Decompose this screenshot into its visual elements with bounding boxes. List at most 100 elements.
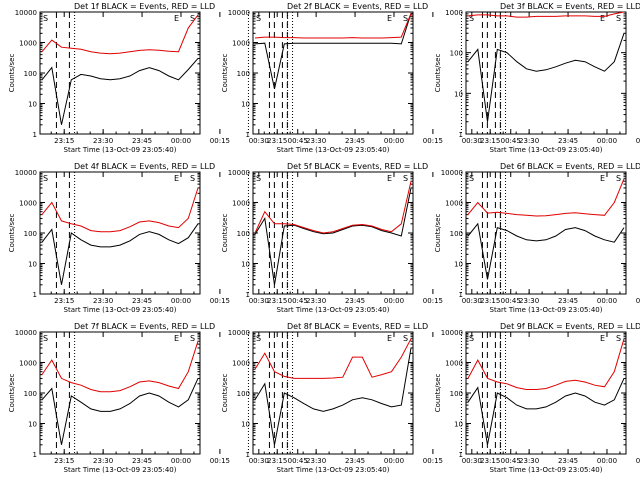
- plot-frame: [39, 11, 201, 135]
- y-tick-label: 10: [454, 421, 463, 429]
- corner-label: S: [469, 334, 474, 343]
- corner-label: S: [190, 174, 195, 183]
- lld-series-line: [467, 11, 625, 18]
- y-tick-label: 10: [454, 90, 463, 98]
- y-tick-label: 1: [459, 451, 463, 459]
- corner-label: S: [403, 14, 408, 23]
- y-tick-label: 10: [241, 101, 250, 109]
- y-tick-label: 1: [459, 291, 463, 299]
- y-axis-label: Counts/sec: [221, 214, 229, 253]
- x-tick-label: 23:45: [345, 137, 365, 145]
- detector-plot: Det 4f BLACK = Events, RED = LLD11010010…: [8, 162, 308, 314]
- y-tick-label: 1: [33, 131, 37, 139]
- x-axis-label: Start Time (13-Oct-09 23:05:40): [490, 466, 603, 474]
- events-series-line: [467, 378, 625, 445]
- detector-plot: Det 9f BLACK = Events, RED = LLD 1 10 100 10…: [434, 322, 640, 474]
- lld-series-line: [467, 178, 625, 217]
- x-tick-label: 00:30: [462, 297, 482, 305]
- y-tick-label: 10000: [15, 169, 37, 177]
- x-tick-label: 00:15: [636, 137, 640, 145]
- y-tick-label: 1000: [19, 360, 37, 368]
- y-tick-label: 100: [450, 230, 463, 238]
- corner-label: S: [256, 334, 261, 343]
- lld-series-line: [254, 13, 412, 39]
- y-axis-label: Counts/sec: [221, 54, 229, 93]
- y-tick-label: 1000: [445, 9, 463, 17]
- y-tick-label: 10: [454, 261, 463, 269]
- corner-label: S: [190, 14, 195, 23]
- plot-title: Det 6f BLACK = Events, RED = LLD: [500, 162, 640, 171]
- corner-label: E: [600, 14, 605, 23]
- x-tick-label: 00:45: [501, 137, 521, 145]
- y-axis-label: Counts/sec: [434, 374, 442, 413]
- y-tick-label: 10: [241, 261, 250, 269]
- corner-label: E: [600, 174, 605, 183]
- x-tick-label: 23:45: [345, 297, 365, 305]
- x-tick-label: 23:45: [558, 137, 578, 145]
- y-tick-label: 100: [450, 50, 463, 58]
- x-tick-label: 23:15: [267, 297, 287, 305]
- plot-title: Det 9f BLACK = Events, RED = LLD: [500, 322, 640, 331]
- x-tick-label: 00:45: [288, 137, 308, 145]
- corner-label: S: [469, 174, 474, 183]
- x-tick-label: 23:15: [267, 137, 287, 145]
- x-axis-label: Start Time (13-Oct-09 23:05:40): [64, 306, 177, 314]
- corner-label: S: [616, 334, 621, 343]
- x-tick-label: 23:45: [132, 137, 152, 145]
- x-axis-label: Start Time (13-Oct-09 23:05:40): [64, 466, 177, 474]
- y-axis-label: Counts/sec: [8, 214, 16, 253]
- corner-label: E: [174, 174, 179, 183]
- plot-frame: [39, 331, 201, 455]
- x-tick-label: 00:00: [171, 137, 191, 145]
- y-tick-label: 10000: [15, 329, 37, 337]
- x-tick-label: 23:45: [345, 457, 365, 465]
- y-tick-label: 1000: [232, 200, 250, 208]
- x-axis-label: Start Time (13-Oct-09 23:05:40): [64, 146, 177, 154]
- x-tick-label: 00:00: [597, 297, 617, 305]
- y-tick-label: 100: [237, 230, 250, 238]
- x-tick-label: 00:30: [249, 297, 269, 305]
- x-tick-label: 00:15: [636, 457, 640, 465]
- y-tick-label: 1: [33, 291, 37, 299]
- detector-plot: Det 1f BLACK = Events, RED = LLD11010010…: [8, 2, 308, 154]
- corner-label: S: [469, 14, 474, 23]
- x-tick-label: 00:30: [249, 457, 269, 465]
- corner-label: E: [387, 14, 392, 23]
- x-tick-label: 00:45: [288, 457, 308, 465]
- detector-plot: Det 8f BLACK = Events, RED = LLD11010010…: [221, 322, 521, 474]
- x-tick-label: 00:00: [171, 297, 191, 305]
- corner-label: E: [174, 14, 179, 23]
- x-tick-label: 00:15: [423, 457, 443, 465]
- x-tick-label: 00:00: [384, 137, 404, 145]
- y-tick-label: 1: [246, 131, 250, 139]
- plot-frame: [465, 331, 627, 455]
- corner-label: E: [387, 334, 392, 343]
- corner-label: S: [190, 334, 195, 343]
- y-tick-label: 10000: [441, 329, 463, 337]
- detector-plot: Det 7f BLACK = Events, RED = LLD11010010…: [8, 322, 308, 474]
- x-tick-label: 00:15: [210, 137, 230, 145]
- x-axis-label: Start Time (13-Oct-09 23:05:40): [490, 146, 603, 154]
- lld-series-line: [41, 14, 199, 55]
- detector-plot: Det 2f BLACK = Events, RED = LLD11010010…: [221, 2, 521, 154]
- y-axis-label: Counts/sec: [8, 54, 16, 93]
- plot-title: Det 3f BLACK = Events, RED = LLD: [500, 2, 640, 11]
- corner-label: S: [616, 14, 621, 23]
- corner-label: S: [256, 14, 261, 23]
- y-axis-label: Counts/sec: [8, 374, 16, 413]
- corner-label: S: [43, 14, 48, 23]
- x-axis-label: Start Time (13-Oct-09 23:05:40): [277, 146, 390, 154]
- y-tick-label: 1: [246, 291, 250, 299]
- x-tick-label: 00:30: [462, 457, 482, 465]
- y-tick-label: 1000: [445, 200, 463, 208]
- y-tick-label: 10: [28, 421, 37, 429]
- x-tick-label: 00:00: [171, 457, 191, 465]
- x-tick-label: 00:15: [423, 297, 443, 305]
- plot-title: Det 5f BLACK = Events, RED = LLD: [287, 162, 428, 171]
- y-tick-label: 1000: [232, 40, 250, 48]
- x-tick-label: 00:45: [288, 297, 308, 305]
- y-tick-label: 10: [241, 421, 250, 429]
- x-tick-label: 00:15: [210, 297, 230, 305]
- y-tick-label: 100: [237, 70, 250, 78]
- y-axis-label: Counts/sec: [434, 54, 442, 93]
